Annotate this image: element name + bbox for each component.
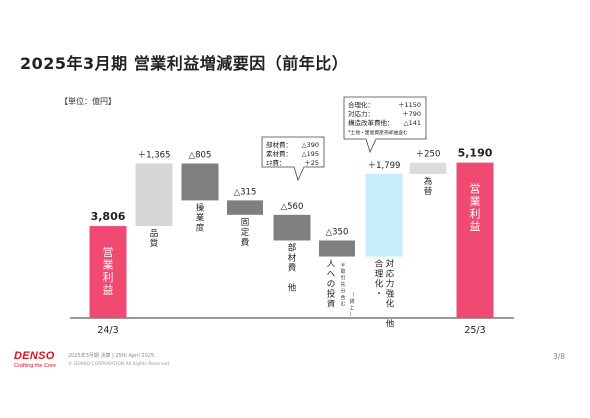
bar-7 bbox=[409, 162, 447, 175]
callout-1-val-2: △141 bbox=[404, 119, 421, 127]
category-label2-6-char-1: 理 bbox=[375, 270, 384, 280]
category-label-2-char-0: 操 bbox=[196, 202, 205, 213]
bar-3 bbox=[227, 200, 263, 215]
total-label-0-char-3: 益 bbox=[103, 283, 114, 297]
callout-1-key-2: 構造改革費他： bbox=[348, 118, 394, 127]
category-label-6-char-4: 化 bbox=[386, 299, 395, 310]
category-label-2-char-2: 度 bbox=[196, 222, 205, 233]
category-note-5-char-2: 引 bbox=[340, 275, 345, 282]
category-label-6-char-3: 強 bbox=[386, 289, 395, 300]
bar-8 bbox=[456, 162, 494, 318]
category-note-5-char-1: 取 bbox=[340, 269, 345, 275]
total-label-8-char-2: 利 bbox=[470, 208, 481, 221]
total-label-8-char-3: 益 bbox=[470, 219, 481, 233]
bar-4 bbox=[273, 214, 311, 241]
callout-0-val-2: ＋25 bbox=[304, 159, 319, 167]
category-label-5-char-0: 人 bbox=[327, 260, 336, 270]
category-label-4-char-0: 部 bbox=[288, 242, 297, 253]
data-label-5: △350 bbox=[326, 227, 349, 237]
callout-box-1 bbox=[343, 96, 427, 154]
total-label-8-char-0: 営 bbox=[470, 182, 481, 196]
bar-0 bbox=[89, 226, 127, 318]
category-label2-6-char-2: 化 bbox=[375, 279, 384, 290]
category-note-5-char-0: ※ bbox=[341, 263, 345, 269]
callout-0-key-0: 部材費： bbox=[266, 140, 292, 149]
category-label-1-char-1: 質 bbox=[150, 238, 159, 249]
category-label-1-char-0: 品 bbox=[150, 229, 159, 239]
category-label-6-char-0: 対 bbox=[386, 259, 395, 270]
category-label-4-char-1: 材 bbox=[288, 252, 297, 263]
callout-1-val-0: ＋1150 bbox=[398, 101, 421, 109]
unit-label: 【単位：億円】 bbox=[60, 97, 116, 106]
category-label-5-char-2: の bbox=[327, 280, 336, 290]
category-sub-5-char-2: 上 bbox=[349, 305, 354, 312]
callout-1-note: *土地・建屋資産売却益含む bbox=[348, 129, 408, 136]
page-number: 3/8 bbox=[553, 352, 566, 361]
category-label-5-char-3: 投 bbox=[327, 289, 336, 300]
total-label-8-char-1: 業 bbox=[470, 195, 481, 208]
data-label-2: △805 bbox=[189, 150, 212, 160]
category-note-5-char-5: 含 bbox=[340, 294, 345, 301]
callout-0-key-2: ｴﾈ費： bbox=[266, 158, 286, 167]
page-title: 2025年3月期 営業利益増減要因（前年比） bbox=[20, 54, 349, 73]
data-label-0: 3,806 bbox=[91, 210, 126, 223]
category-sub-5-char-3: ） bbox=[349, 312, 354, 318]
category-label2-6-char-0: 合 bbox=[375, 259, 384, 270]
category-label-3-char-0: 固 bbox=[241, 218, 250, 228]
bar-1 bbox=[135, 163, 173, 227]
category-sub-5-char-0: （ bbox=[349, 293, 354, 299]
bar-6 bbox=[365, 174, 403, 257]
axis-label-8: 25/3 bbox=[464, 325, 485, 336]
category-label-3-char-2: 費 bbox=[241, 237, 250, 248]
data-label-3: △315 bbox=[234, 187, 257, 197]
callout-0-val-0: △390 bbox=[302, 141, 319, 149]
callout-0-key-1: 素材費： bbox=[266, 149, 292, 158]
tagline: Crafting the Core bbox=[14, 363, 56, 369]
category-label-5-char-1: へ bbox=[327, 270, 336, 280]
category-label-6-char-6: 他 bbox=[386, 319, 395, 330]
category-note-5-char-6: む bbox=[340, 302, 345, 308]
data-label-6: ＋1,799 bbox=[368, 161, 401, 171]
callout-1-key-1: 対応力： bbox=[348, 109, 374, 118]
callout-1-val-1: ＋790 bbox=[402, 110, 421, 118]
bar-5 bbox=[319, 240, 355, 257]
category-label-7-char-0: 為 bbox=[424, 176, 433, 187]
total-label-0-char-0: 営 bbox=[103, 245, 114, 259]
category-label-5-char-4: 資 bbox=[327, 299, 336, 310]
category-label-4-char-4: 他 bbox=[288, 282, 297, 293]
data-label-7: ＋250 bbox=[416, 150, 441, 160]
category-note-5-char-4: 分 bbox=[340, 288, 345, 295]
axis-label-0: 24/3 bbox=[97, 325, 118, 336]
category-label-7-char-1: 替 bbox=[424, 186, 433, 197]
data-label-8: 5,190 bbox=[458, 147, 493, 160]
denso-logo: DENSO bbox=[14, 350, 55, 362]
category-label2-6-char-3: ・ bbox=[375, 290, 384, 300]
category-label-4-char-2: 費 bbox=[288, 262, 297, 273]
category-label-3-char-1: 定 bbox=[241, 227, 250, 238]
data-label-4: △560 bbox=[281, 202, 304, 212]
callout-box-0 bbox=[261, 136, 325, 182]
footer-copyright: © DENSO CORPORATION All Rights Reserved. bbox=[68, 362, 171, 367]
category-sub-5-char-1: 貸 bbox=[349, 298, 354, 305]
category-label-6-char-2: 力 bbox=[386, 279, 395, 290]
total-label-0-char-1: 業 bbox=[103, 259, 114, 272]
category-label-6-char-1: 応 bbox=[386, 269, 395, 280]
category-note-5-char-3: 先 bbox=[340, 281, 345, 288]
total-label-0-char-2: 利 bbox=[103, 271, 114, 284]
callout-0-val-1: △195 bbox=[302, 150, 319, 158]
category-label-2-char-1: 業 bbox=[196, 212, 205, 223]
data-label-1: ＋1,365 bbox=[138, 150, 171, 160]
footer-meta: 2025年3月期 決算 | 25th April 2025 bbox=[68, 353, 155, 359]
bar-2 bbox=[181, 163, 219, 201]
callout-1-key-0: 合理化： bbox=[348, 100, 374, 109]
